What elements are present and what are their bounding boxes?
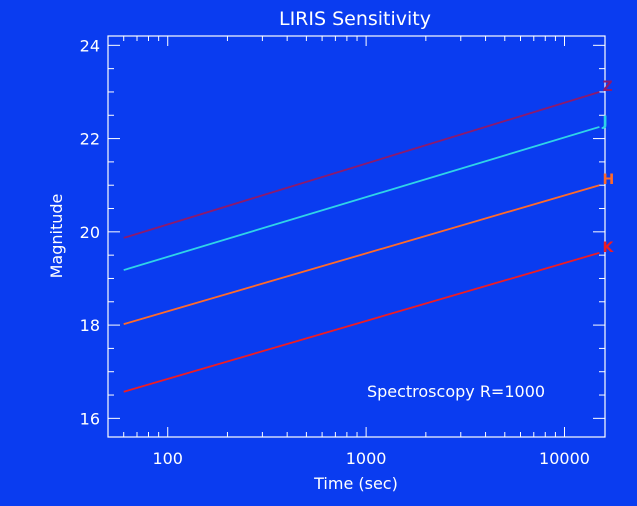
y-axis: 16 18 20 22 24 <box>80 36 605 428</box>
y-tick-label: 18 <box>80 316 100 335</box>
x-tick-label: 10000 <box>539 449 590 468</box>
x-axis-label: Time (sec) <box>313 474 398 493</box>
series-label-h: H <box>602 172 614 188</box>
y-tick-label: 22 <box>80 130 100 149</box>
x-tick-label: 100 <box>152 449 183 468</box>
series-line-h <box>123 184 600 326</box>
y-tick-label: 20 <box>80 223 100 242</box>
series-layer: Z J H K <box>123 79 614 393</box>
annotation-text: Spectroscopy R=1000 <box>367 382 545 401</box>
series-line-j <box>123 126 600 271</box>
y-tick-label: 24 <box>80 36 100 55</box>
chart-title: LIRIS Sensitivity <box>279 8 431 30</box>
series-line-k <box>123 251 600 393</box>
series-line-z <box>123 91 600 239</box>
series-label-z: Z <box>602 79 612 95</box>
y-axis-label: Magnitude <box>47 194 66 279</box>
series-label-k: K <box>602 240 614 256</box>
plot-frame <box>107 35 606 438</box>
y-tick-label: 16 <box>80 409 100 428</box>
series-label-j: J <box>601 114 607 130</box>
x-tick-label: 1000 <box>346 449 387 468</box>
x-axis: 100 1000 10000 <box>123 36 590 468</box>
